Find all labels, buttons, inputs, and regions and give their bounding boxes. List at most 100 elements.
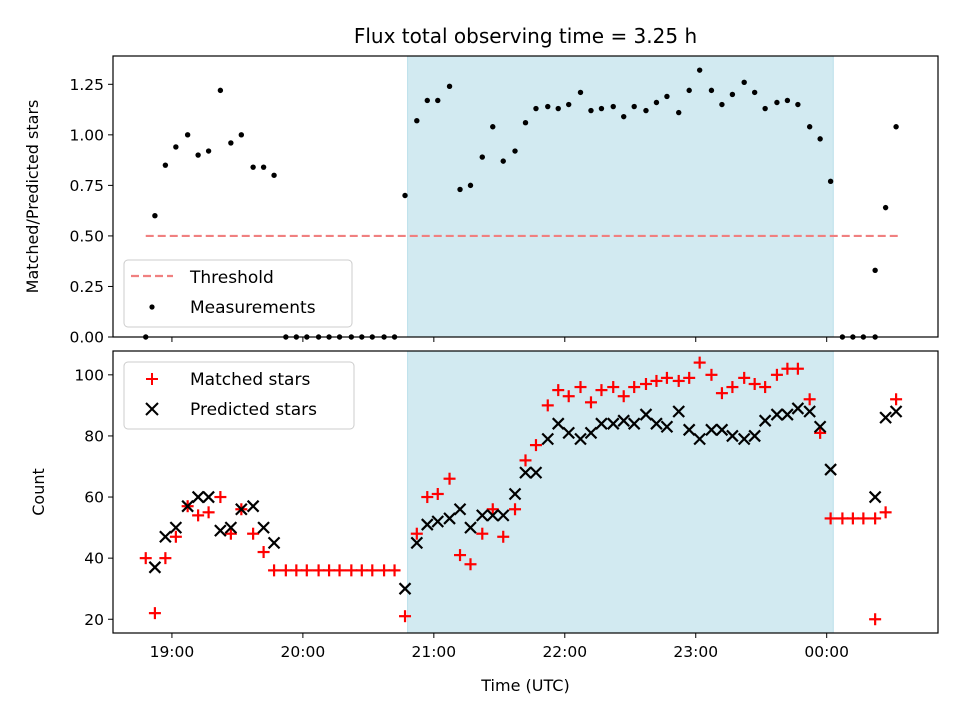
matched-star-point [770, 368, 783, 381]
predicted-star-point [529, 466, 543, 479]
matched-star-point [214, 491, 227, 504]
predicted-star-point [660, 420, 674, 434]
measurement-point [827, 178, 834, 185]
measurement-point [676, 109, 682, 116]
measurement-point [414, 117, 420, 124]
matched-star-point [660, 371, 673, 384]
predicted-star-point [169, 521, 183, 534]
predicted-star-point [868, 490, 882, 504]
y-tick-label: 0.50 [69, 227, 104, 245]
matched-star-point [879, 506, 892, 519]
predicted-star-point [650, 417, 663, 430]
measurement-point [577, 89, 584, 96]
matched-star-point [869, 613, 882, 626]
matched-star-point [639, 377, 652, 390]
predicted-star-point [410, 536, 424, 550]
matched-star-point [562, 390, 575, 403]
matched-star-point [836, 512, 849, 525]
measurement-point [872, 267, 878, 273]
measurement-point [643, 107, 649, 114]
ratio-y-axis-label: Matched/Predicted stars [23, 100, 42, 294]
predicted-star-point [202, 490, 215, 504]
observing-window-shade [407, 350, 834, 634]
measurement-point [402, 192, 408, 199]
measurement-point [500, 158, 506, 164]
matched-star-point [388, 564, 401, 577]
y-tick-label: 1.25 [69, 76, 104, 94]
matched-star-point [552, 384, 565, 397]
matched-star-point [443, 472, 456, 485]
measurement-point [467, 182, 474, 189]
ratio-plot-frame [112, 55, 939, 338]
matched-star-point [584, 396, 597, 409]
measurement-point [784, 97, 791, 104]
predicted-star-point [574, 432, 587, 446]
x-ticks: 19:00 20:00 21:00 22:00 23:00 00:00 [150, 633, 849, 661]
matched-star-point [355, 564, 368, 577]
predicted-star-point [235, 502, 248, 516]
predicted-star-point [508, 487, 522, 501]
predicted-star-point [693, 432, 706, 446]
predicted-star-point [824, 463, 837, 476]
predicted-star-point [562, 426, 575, 440]
predicted-star-point [889, 405, 903, 418]
measurement-point [741, 79, 747, 85]
predicted-star-point [803, 405, 816, 418]
predicted-star-point [617, 414, 630, 427]
measurement-point [424, 97, 430, 104]
measurement-point [479, 154, 485, 160]
measurement-point [817, 136, 823, 142]
measurement-point [217, 87, 224, 94]
predicted-star-point [726, 429, 739, 443]
measurement-point [664, 93, 670, 100]
measurement-point [457, 186, 463, 193]
observing-window-shade [407, 55, 834, 338]
matched-star-point [224, 527, 237, 540]
matched-star-point [857, 512, 870, 525]
measurement-point [631, 103, 637, 110]
measurement-point [250, 164, 256, 170]
predicted-star-point [781, 408, 794, 421]
y-tick-label: 0.00 [69, 329, 104, 347]
measurement-point [598, 105, 605, 112]
predicted-star-point [148, 561, 162, 574]
matched-star-point [247, 527, 260, 540]
measurement-point [653, 99, 660, 106]
matched-star-point [378, 564, 391, 577]
y-tick-label: 60 [84, 489, 104, 507]
predicted-star-point [737, 432, 751, 446]
matched-star-point [607, 381, 620, 394]
matched-star-point [454, 549, 467, 562]
x-tick-label: 22:00 [542, 643, 587, 661]
y-ticks: 0.00 0.25 0.50 0.75 1.00 1.25 [69, 76, 113, 347]
predicted-star-point [606, 417, 620, 430]
matched-star-point [257, 546, 270, 559]
predicted-star-point [627, 417, 641, 430]
predicted-star-point [191, 490, 205, 504]
matched-star-point [650, 374, 663, 387]
matched-star-point [486, 503, 499, 516]
measurement-point [260, 164, 267, 170]
measurement-point [271, 172, 277, 178]
measurement-point [205, 148, 212, 154]
measurement-point [893, 124, 899, 130]
y-tick-label: 1.00 [69, 126, 104, 144]
measurement-point [152, 213, 158, 219]
matched-star-point [290, 564, 303, 577]
matched-star-point [748, 377, 761, 390]
matched-star-point [726, 381, 739, 394]
predicted-star-point [464, 521, 477, 534]
matched-star-point [410, 527, 423, 540]
y-ticks: 20 40 60 80 100 [74, 366, 113, 629]
matched-star-point [202, 506, 215, 519]
measurement-point [162, 162, 169, 168]
matched-star-point [693, 356, 706, 369]
matched-star-point [814, 426, 827, 439]
matched-star-point [399, 610, 412, 623]
measurement-point [446, 83, 453, 90]
count-points [139, 356, 903, 626]
measurement-point [173, 144, 179, 150]
predicted-star-point [443, 512, 456, 525]
y-tick-label: 40 [84, 550, 104, 568]
predicted-star-point [879, 411, 892, 424]
